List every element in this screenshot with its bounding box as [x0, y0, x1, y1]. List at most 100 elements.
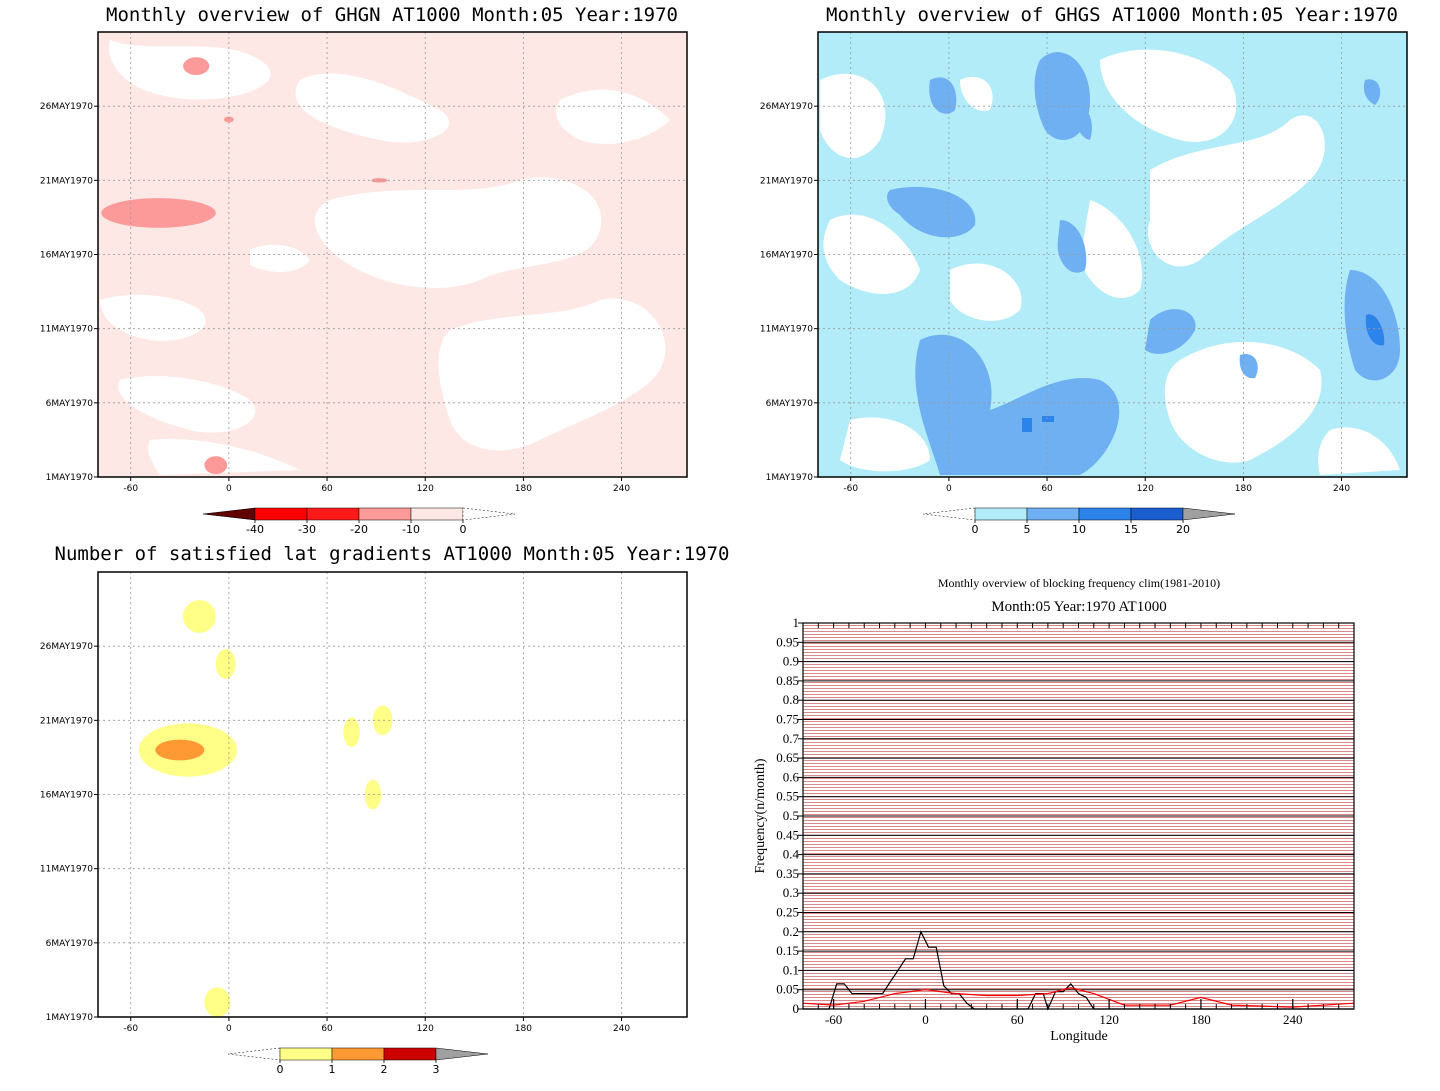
ghgn-zero-regions — [100, 40, 670, 475]
blocking-y-tick-label: 0.05 — [776, 982, 799, 997]
blocking-x-ticks: -60 0 60 120 180 240 — [802, 623, 1355, 1027]
ghgn-colorbar-extension-low — [202, 507, 256, 521]
ghgs-colorbar-extension-high — [1182, 507, 1236, 521]
gradients-panel: Number of satisfied lat gradients AT1000… — [40, 543, 730, 1076]
ghgn-x-tick-label: 240 — [613, 484, 630, 494]
ghgs-y-tick-label: 11MAY1970 — [760, 325, 813, 335]
blocking-y-tick-label: 0.65 — [776, 750, 799, 765]
ghgs-plot-area — [817, 31, 1408, 478]
blocking-y-tick-label: 0.9 — [783, 654, 799, 669]
ghgs-y-tick-label: 1MAY1970 — [766, 473, 814, 483]
ghgs-y-tick-label: 16MAY1970 — [760, 251, 813, 261]
ghgs-x-tick-label: 0 — [946, 484, 952, 494]
gradients-x-tick-label: 240 — [613, 1024, 630, 1034]
ghgn-region — [223, 116, 234, 123]
ghgn-y-tick-label: 1MAY1970 — [46, 473, 94, 483]
blocking-y-tick-label: 0.2 — [783, 924, 799, 939]
blocking-y-tick-label: 0.45 — [776, 827, 799, 842]
gradients-colorbar-segment — [279, 1047, 333, 1061]
blocking-y-tick-label: 0 — [793, 1001, 800, 1016]
gradients-y-tick-label: 16MAY1970 — [40, 791, 93, 801]
ghgn-x-tick-label: 180 — [515, 484, 532, 494]
ghgs-x-tick-label: 240 — [1333, 484, 1350, 494]
blocking-title: Monthly overview of blocking frequency c… — [938, 576, 1220, 590]
gradients-colorbar-label: 3 — [433, 1063, 440, 1076]
gradients-colorbar-label: 1 — [329, 1063, 336, 1076]
blocking-x-tick-label: 180 — [1191, 1012, 1211, 1027]
ghgs-colorbar-segment — [1130, 507, 1184, 521]
gradients-colorbar-extension-high — [435, 1047, 489, 1061]
blocking-x-tick-label: 60 — [1011, 1012, 1024, 1027]
blocking-y-tick-label: 0.3 — [783, 885, 799, 900]
ghgn-colorbar-label: -20 — [350, 523, 368, 536]
blocking-y-tick-label: 0.25 — [776, 905, 799, 920]
ghgn-title: Monthly overview of GHGN AT1000 Month:05… — [106, 4, 678, 26]
ghgn-colorbar-label: 0 — [460, 523, 467, 536]
ghgn-y-tick-label: 11MAY1970 — [40, 325, 93, 335]
ghgs-x-ticks: -60 0 60 120 180 240 — [843, 477, 1350, 494]
ghgn-colorbar: -40 -30 -20 -10 0 — [202, 507, 516, 536]
ghgs-colorbar-segment — [1026, 507, 1080, 521]
blocking-y-tick-label: 0.5 — [783, 808, 799, 823]
blocking-y-tick-label: 0.6 — [783, 769, 800, 784]
ghgn-colorbar-label: -10 — [402, 523, 420, 536]
ghgn-x-tick-label: 60 — [321, 484, 333, 494]
ghgs-colorbar-segment — [974, 507, 1028, 521]
gradients-x-tick-label: 60 — [321, 1024, 333, 1034]
blocking-y-tick-label: 0.7 — [783, 731, 800, 746]
ghgs-title: Monthly overview of GHGS AT1000 Month:05… — [826, 4, 1398, 26]
ghgn-x-tick-label: 0 — [226, 484, 232, 494]
blocking-frequency-panel: Monthly overview of blocking frequency c… — [753, 576, 1355, 1044]
gradients-y-ticks: 1MAY1970 6MAY1970 11MAY1970 16MAY1970 21MAY1… — [40, 642, 98, 1023]
blocking-y-tick-label: 0.15 — [776, 943, 799, 958]
blocking-series — [802, 930, 1355, 1011]
ghgs-colorbar: 0 5 10 15 20 — [922, 507, 1236, 536]
blocking-subtitle: Month:05 Year:1970 AT1000 — [991, 599, 1166, 615]
blocking-y-tick-label: 0.75 — [776, 712, 799, 727]
blocking-y-ticks: 0 0.05 0.1 0.15 0.2 0.25 0.3 0.35 0.4 0.45 0.5 0.55… — [776, 615, 803, 1016]
ghgn-region — [183, 57, 210, 76]
ghgs-panel: Monthly overview of GHGS AT1000 Month:05… — [760, 4, 1408, 536]
gradients-region — [155, 739, 205, 761]
blocking-x-tick-label: 120 — [1099, 1012, 1119, 1027]
ghgs-colorbar-label: 0 — [972, 523, 979, 536]
gradients-region — [364, 779, 382, 810]
ghgs-y-ticks: 1MAY1970 6MAY1970 11MAY1970 16MAY1970 21MAY1… — [760, 102, 818, 483]
gradients-region — [372, 705, 393, 736]
ghgn-colorbar-label: -40 — [246, 523, 264, 536]
ghgs-colorbar-label: 10 — [1072, 523, 1086, 536]
ghgs-y-tick-label: 26MAY1970 — [760, 102, 813, 112]
ghgn-y-tick-label: 26MAY1970 — [40, 102, 93, 112]
ghgs-colorbar-segment — [1078, 507, 1132, 521]
gradients-y-tick-label: 11MAY1970 — [40, 865, 93, 875]
ghgn-x-tick-label: -60 — [123, 484, 138, 494]
ghgn-y-tick-label: 21MAY1970 — [40, 176, 93, 186]
ghgn-y-tick-label: 6MAY1970 — [46, 399, 94, 409]
ghgn-x-ticks: -60 0 60 120 180 240 — [123, 477, 630, 494]
blocking-x-tick-label: 0 — [922, 1012, 929, 1027]
blocking-x-tick-label: -60 — [825, 1012, 842, 1027]
gradients-colorbar: 0 1 2 3 — [227, 1047, 489, 1076]
ghgs-y-tick-label: 6MAY1970 — [766, 399, 814, 409]
blocking-series-line-climatology — [802, 987, 1355, 1008]
ghgn-region — [204, 456, 228, 475]
gradients-x-tick-label: -60 — [123, 1024, 138, 1034]
ghgs-y-tick-label: 21MAY1970 — [760, 176, 813, 186]
gradients-colorbar-segment — [331, 1047, 385, 1061]
ghgn-colorbar-segment — [358, 507, 412, 521]
blocking-x-label: Longitude — [1050, 1029, 1108, 1044]
gradients-x-ticks: -60 0 60 120 180 240 — [123, 1017, 630, 1034]
ghgn-colorbar-segment — [254, 507, 308, 521]
blocking-y-tick-label: 0.95 — [776, 634, 799, 649]
ghgn-colorbar-segment — [410, 507, 464, 521]
gradients-region — [343, 717, 360, 748]
ghgs-colorbar-label: 15 — [1124, 523, 1138, 536]
blocking-y-label: Frequency(n/month) — [753, 758, 768, 873]
blocking-y-tick-label: 0.1 — [783, 962, 799, 977]
gradients-region — [215, 649, 236, 679]
gradients-x-tick-label: 0 — [226, 1024, 232, 1034]
ghgs-level-regions — [887, 52, 1400, 475]
gradients-colorbar-segment — [383, 1047, 437, 1061]
ghgs-x-tick-label: 60 — [1041, 484, 1053, 494]
